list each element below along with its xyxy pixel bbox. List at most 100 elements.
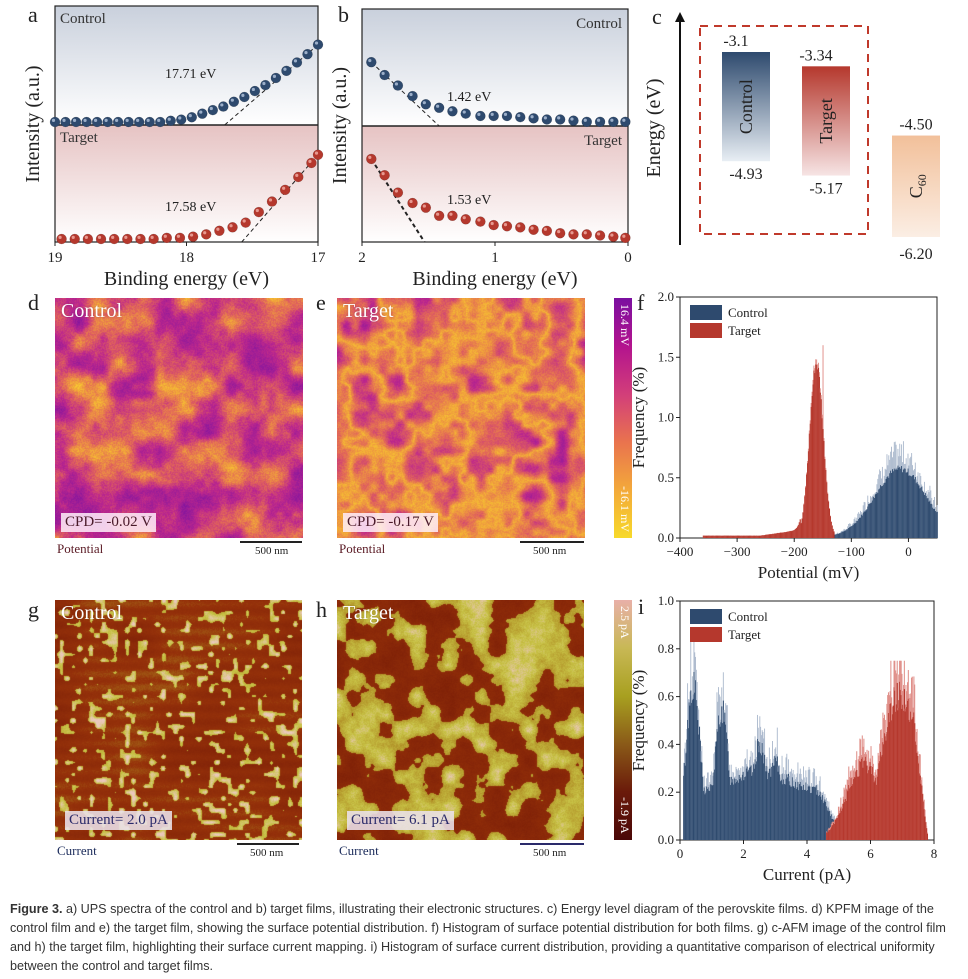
data-point xyxy=(253,206,265,218)
histogram-bar xyxy=(697,720,699,840)
panel-label-h: h xyxy=(316,597,327,622)
histogram-bar xyxy=(753,768,755,840)
histogram-bar xyxy=(703,535,705,538)
histogram-bar xyxy=(895,468,897,538)
data-point-highlight xyxy=(543,227,547,231)
histogram-bar xyxy=(844,802,846,840)
data-point xyxy=(56,233,67,245)
histogram-bar xyxy=(737,780,739,840)
subpanel-name: Target xyxy=(60,130,99,146)
colorbar-max-label: 16.4 mV xyxy=(618,304,632,346)
histogram-bar xyxy=(812,787,814,840)
data-point xyxy=(240,217,251,228)
histogram-bar xyxy=(930,503,932,538)
data-point-highlight xyxy=(503,223,508,227)
histogram-bar xyxy=(710,784,712,840)
cpd-badge: CPD= -0.02 V xyxy=(61,513,156,532)
histogram-bar xyxy=(785,778,787,840)
histogram-bar xyxy=(880,756,882,840)
data-point-highlight xyxy=(422,204,426,208)
data-point-highlight xyxy=(72,118,77,122)
histogram-bar xyxy=(808,433,810,538)
histogram-bar xyxy=(696,705,698,840)
histogram-bar xyxy=(863,761,865,840)
histogram-bar xyxy=(872,496,874,538)
data-point xyxy=(528,113,539,124)
histogram-bar xyxy=(811,395,813,538)
histogram-bar xyxy=(707,535,709,538)
histogram-bar xyxy=(860,761,862,840)
histogram-bar xyxy=(774,755,776,840)
histogram-bar xyxy=(910,719,913,840)
histogram-bar xyxy=(873,497,875,538)
histogram-bar xyxy=(781,532,783,538)
histogram-bar xyxy=(820,399,822,538)
data-point xyxy=(175,114,187,125)
histogram-bar xyxy=(882,484,884,538)
histogram-bar xyxy=(784,784,786,840)
histogram-bar xyxy=(792,530,794,538)
histogram-bar xyxy=(705,535,707,538)
data-point xyxy=(266,196,278,207)
data-point-highlight xyxy=(111,235,115,239)
bar-name: Target xyxy=(816,98,836,143)
histogram-bar xyxy=(746,766,748,840)
histogram-bar xyxy=(799,781,801,840)
histogram-bar xyxy=(853,523,855,538)
histogram-bar xyxy=(763,763,765,840)
histogram-bar xyxy=(809,786,811,840)
kpfm-image-target: Target CPD= -0.17 V xyxy=(337,298,585,538)
histogram-bar xyxy=(902,472,904,538)
kpfm-colorbar: 16.4 mV -16.1 mV xyxy=(614,298,632,538)
data-point xyxy=(123,116,134,128)
legend-swatch xyxy=(690,305,722,320)
histogram-bar xyxy=(924,493,926,538)
data-point xyxy=(218,101,229,112)
histogram-bar xyxy=(732,535,735,538)
histogram-bar xyxy=(791,530,793,538)
histogram-bar xyxy=(788,781,790,840)
y-axis-label: Intensity (a.u.) xyxy=(329,67,351,184)
data-point xyxy=(306,157,317,169)
histogram-bar xyxy=(711,535,714,538)
data-point-highlight xyxy=(189,233,194,237)
data-point-highlight xyxy=(304,50,308,55)
histogram-bar xyxy=(898,700,900,840)
histogram-bar xyxy=(810,793,812,840)
histogram-bar xyxy=(748,770,750,840)
histogram-bar xyxy=(773,533,775,538)
histogram-bar xyxy=(744,535,746,538)
histogram-bar xyxy=(833,823,835,840)
histogram-bar xyxy=(869,762,871,840)
histogram-bar xyxy=(824,799,826,840)
panel-label-a: a xyxy=(28,2,38,27)
x-tick-label: 17 xyxy=(311,250,327,266)
histogram-bar xyxy=(726,535,728,538)
histogram-bar xyxy=(834,820,836,840)
data-point-highlight xyxy=(209,106,213,111)
histogram-bar xyxy=(860,517,862,538)
data-point xyxy=(447,106,458,117)
histogram-bar xyxy=(713,535,715,538)
data-point-highlight xyxy=(583,231,587,235)
histogram-bar xyxy=(828,811,830,840)
histogram-bar xyxy=(777,771,779,840)
x-tick-label: 0 xyxy=(624,250,632,266)
histogram-bar xyxy=(840,808,842,840)
histogram-bar xyxy=(736,781,738,840)
histogram-bar xyxy=(795,788,797,840)
data-point xyxy=(291,57,303,68)
histogram-bar xyxy=(869,503,871,538)
data-point-highlight xyxy=(583,118,587,122)
histogram-bar xyxy=(887,713,890,840)
histogram-bar xyxy=(783,779,785,840)
histogram-bar xyxy=(749,767,751,840)
data-point-highlight xyxy=(272,74,277,78)
histogram-bar xyxy=(883,744,885,840)
histogram-bar xyxy=(899,681,901,840)
histogram-bar xyxy=(805,487,807,538)
histogram-bar xyxy=(853,776,855,840)
histogram-bar xyxy=(850,777,852,840)
histogram-bar xyxy=(926,833,929,840)
histogram-bar xyxy=(750,535,752,538)
